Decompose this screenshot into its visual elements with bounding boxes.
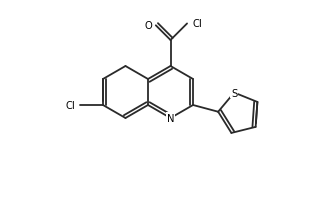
Text: Cl: Cl [66, 100, 76, 110]
Text: S: S [231, 88, 237, 98]
Text: Cl: Cl [192, 19, 202, 29]
Text: N: N [167, 113, 174, 123]
Text: O: O [144, 21, 152, 31]
